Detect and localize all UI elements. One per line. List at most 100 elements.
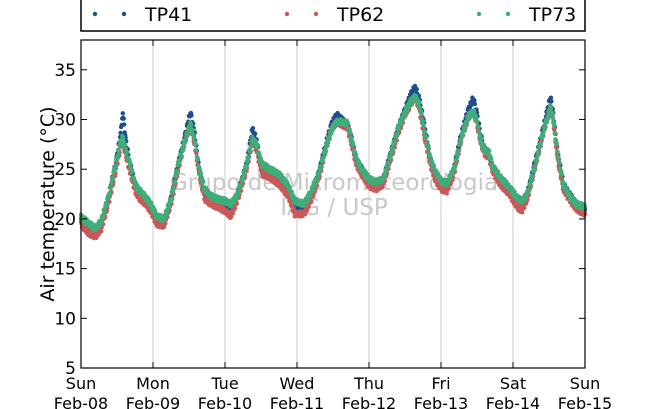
data-point — [248, 148, 253, 153]
data-point — [548, 95, 554, 100]
data-point — [417, 100, 422, 105]
x-tick-label-day: Tue — [210, 374, 238, 393]
data-point — [559, 172, 564, 177]
data-point — [316, 172, 322, 177]
data-point — [478, 136, 484, 141]
data-point — [228, 204, 233, 209]
data-point — [238, 182, 244, 188]
data-point — [166, 204, 172, 210]
data-point — [113, 163, 118, 168]
x-tick-label-day: Mon — [136, 374, 170, 393]
data-point — [419, 111, 424, 116]
x-tick-label-day: Sun — [66, 374, 96, 393]
data-point — [121, 138, 126, 144]
data-point — [161, 224, 166, 230]
data-point — [390, 147, 395, 152]
data-point — [425, 142, 430, 147]
data-point — [257, 153, 262, 158]
data-point — [172, 179, 178, 184]
data-point — [557, 160, 562, 165]
data-point — [122, 122, 127, 127]
data-point — [522, 205, 527, 211]
data-point — [99, 229, 104, 234]
data-point — [255, 144, 260, 150]
data-point — [481, 142, 486, 147]
data-point — [550, 110, 555, 116]
data-point — [128, 161, 133, 166]
data-point — [420, 119, 426, 124]
data-point — [548, 106, 554, 112]
y-axis: 5 10 15 20 25 30 35 — [54, 61, 585, 379]
y-tick-label: 15 — [54, 260, 76, 280]
data-point — [302, 203, 307, 208]
data-point — [120, 111, 126, 116]
data-point — [454, 153, 460, 158]
data-point — [352, 149, 358, 155]
data-point — [550, 115, 555, 121]
data-point — [306, 204, 311, 209]
y-tick-label: 20 — [54, 210, 76, 230]
legend-item-tp41: TP41 — [92, 4, 192, 26]
y-tick-label: 30 — [54, 111, 76, 131]
data-point — [253, 139, 259, 144]
data-point — [197, 168, 202, 173]
data-point — [310, 187, 316, 193]
x-tick-label-date: Feb-08 — [54, 394, 108, 409]
legend-label-tp62: TP62 — [336, 4, 384, 26]
data-point — [540, 133, 545, 139]
data-point — [101, 212, 106, 217]
data-point — [535, 154, 540, 159]
data-point — [554, 141, 559, 146]
data-point — [201, 179, 206, 184]
data-point — [192, 134, 197, 140]
data-point — [444, 191, 449, 196]
data-point — [240, 178, 245, 183]
data-point — [108, 185, 114, 190]
data-point — [424, 135, 429, 140]
data-point — [347, 130, 353, 135]
data-point — [556, 154, 561, 160]
data-point — [250, 126, 256, 131]
data-point — [169, 196, 174, 201]
x-tick-label-date: Feb-13 — [414, 394, 468, 409]
data-point — [555, 149, 560, 155]
data-points — [78, 83, 588, 241]
data-point — [121, 116, 126, 121]
data-point — [195, 157, 201, 162]
data-point — [196, 164, 202, 170]
data-point — [234, 196, 239, 201]
data-point — [431, 163, 436, 168]
data-point — [123, 142, 128, 148]
data-point — [552, 123, 557, 128]
data-point — [388, 150, 394, 156]
data-point — [450, 172, 455, 177]
data-point — [394, 131, 399, 136]
data-point — [469, 102, 474, 108]
data-point — [173, 174, 178, 179]
data-point — [448, 176, 453, 181]
data-point — [244, 164, 249, 169]
data-point — [422, 129, 427, 134]
data-point — [562, 181, 567, 186]
data-point — [123, 146, 128, 151]
data-point — [194, 148, 199, 153]
data-point — [325, 142, 330, 147]
data-point — [125, 150, 130, 155]
data-point — [170, 189, 176, 194]
data-point — [407, 103, 412, 109]
data-point — [402, 111, 408, 117]
data-point — [476, 124, 481, 129]
data-point — [304, 199, 309, 204]
data-point — [181, 146, 186, 151]
data-point — [549, 99, 554, 104]
x-tick-label-date: Feb-12 — [342, 394, 396, 409]
data-point — [471, 108, 477, 113]
data-point — [456, 148, 461, 154]
data-point — [489, 156, 494, 161]
data-point — [459, 136, 464, 141]
data-point — [94, 235, 99, 240]
data-point — [538, 141, 543, 146]
data-point — [164, 210, 170, 215]
data-point — [175, 169, 180, 174]
data-point — [534, 158, 539, 164]
